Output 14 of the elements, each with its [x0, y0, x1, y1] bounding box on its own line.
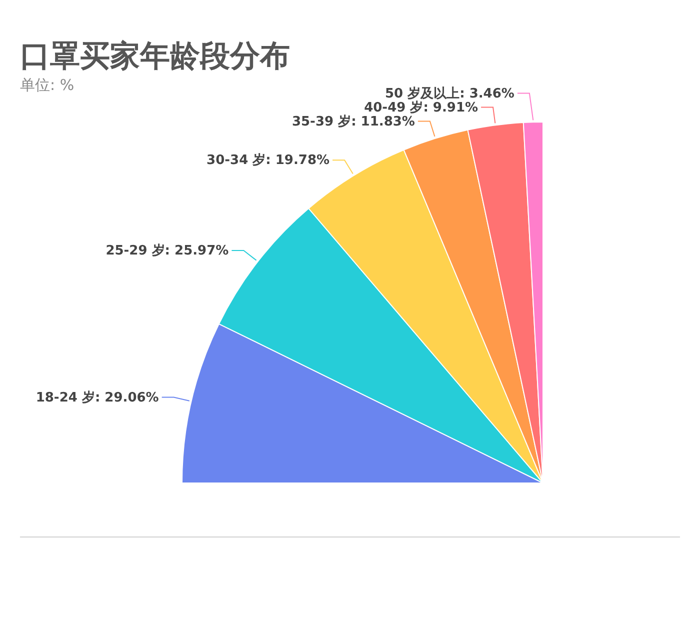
value-label: : 9.91% [423, 100, 478, 116]
value-label: : 11.83% [351, 114, 415, 130]
value-label: : 19.78% [266, 153, 330, 168]
value-label: : 3.46% [460, 86, 514, 102]
category-label: 50 岁及以上 [384, 86, 460, 102]
category-label: 18-24 岁 [36, 390, 95, 406]
value-label: : 29.06% [94, 390, 159, 406]
category-label: 25-29 岁 [106, 244, 165, 259]
category-label: 30-34 岁 [206, 153, 266, 168]
chart-subtitle: 单位: % [20, 76, 74, 94]
value-label: : 25.97% [164, 244, 229, 259]
category-label: 35-39 岁 [292, 114, 352, 130]
chart-title: 口罩买家年龄段分布 [20, 39, 290, 74]
category-label: 40-49 岁 [364, 100, 424, 116]
